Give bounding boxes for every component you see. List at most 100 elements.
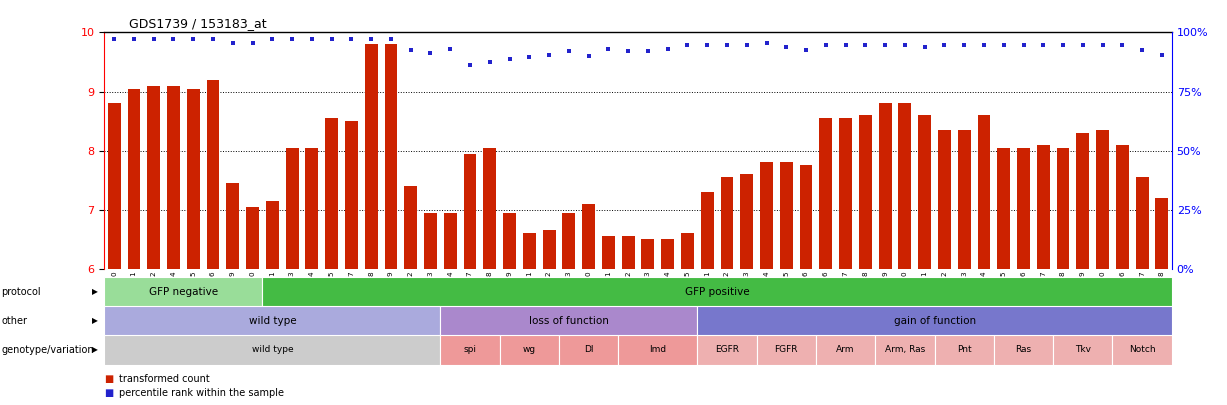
Point bbox=[599, 46, 618, 52]
Point bbox=[223, 40, 243, 46]
Bar bbox=[562, 213, 575, 269]
Point bbox=[499, 56, 519, 62]
Bar bbox=[757, 335, 816, 364]
Bar bbox=[266, 201, 279, 269]
Bar bbox=[839, 118, 852, 269]
Bar bbox=[937, 130, 951, 269]
Bar bbox=[740, 174, 753, 269]
Text: other: other bbox=[1, 316, 27, 326]
Point bbox=[757, 40, 777, 46]
Text: genotype/variation: genotype/variation bbox=[1, 345, 93, 355]
Bar bbox=[128, 89, 140, 269]
Bar bbox=[622, 237, 634, 269]
Point bbox=[677, 42, 697, 49]
Text: ■: ■ bbox=[104, 388, 114, 398]
Bar bbox=[935, 335, 994, 364]
Point bbox=[263, 36, 282, 43]
Bar bbox=[523, 233, 536, 269]
Point bbox=[658, 46, 677, 52]
Bar bbox=[167, 85, 180, 269]
Bar bbox=[542, 230, 556, 269]
Point bbox=[341, 36, 361, 43]
Bar bbox=[503, 213, 517, 269]
Bar bbox=[1076, 133, 1090, 269]
Bar bbox=[226, 183, 239, 269]
Text: transformed count: transformed count bbox=[119, 374, 210, 384]
Point bbox=[460, 62, 480, 68]
Point bbox=[243, 40, 263, 46]
Point bbox=[955, 42, 974, 49]
Point bbox=[382, 36, 401, 43]
Point bbox=[618, 48, 638, 55]
Bar bbox=[661, 239, 674, 269]
Bar bbox=[1115, 145, 1129, 269]
Point bbox=[480, 59, 499, 65]
Point bbox=[638, 48, 658, 55]
Bar bbox=[720, 177, 734, 269]
Bar bbox=[1113, 335, 1172, 364]
Bar bbox=[582, 204, 595, 269]
Bar bbox=[306, 148, 318, 269]
Text: Imd: Imd bbox=[649, 345, 666, 354]
Point bbox=[163, 36, 183, 43]
Bar bbox=[345, 121, 358, 269]
Bar bbox=[404, 186, 417, 269]
Point bbox=[855, 42, 875, 49]
Point bbox=[915, 44, 935, 51]
Text: protocol: protocol bbox=[1, 287, 40, 296]
Text: wild type: wild type bbox=[252, 345, 293, 354]
Point bbox=[204, 36, 223, 43]
Bar bbox=[464, 153, 476, 269]
Bar bbox=[681, 233, 694, 269]
Point bbox=[836, 42, 855, 49]
Point bbox=[935, 42, 955, 49]
Bar bbox=[104, 335, 440, 364]
Text: wg: wg bbox=[523, 345, 536, 354]
Point bbox=[875, 42, 894, 49]
Bar bbox=[760, 162, 773, 269]
Text: ▶: ▶ bbox=[92, 287, 98, 296]
Point bbox=[124, 36, 144, 43]
Point bbox=[1033, 42, 1053, 49]
Point bbox=[994, 42, 1014, 49]
Text: percentile rank within the sample: percentile rank within the sample bbox=[119, 388, 283, 398]
Bar bbox=[697, 306, 1172, 335]
Bar bbox=[642, 239, 654, 269]
Point bbox=[361, 36, 380, 43]
Bar bbox=[1053, 335, 1113, 364]
Bar bbox=[247, 207, 259, 269]
Point bbox=[302, 36, 321, 43]
Point bbox=[104, 36, 124, 43]
Bar bbox=[918, 115, 931, 269]
Point bbox=[777, 44, 796, 51]
Point bbox=[519, 54, 539, 60]
Bar bbox=[444, 213, 456, 269]
Text: GFP positive: GFP positive bbox=[685, 287, 750, 296]
Point bbox=[1152, 51, 1172, 58]
Bar bbox=[325, 118, 339, 269]
Bar bbox=[602, 237, 615, 269]
Bar bbox=[820, 118, 832, 269]
Point bbox=[282, 36, 302, 43]
Text: ▶: ▶ bbox=[92, 316, 98, 325]
Point bbox=[1014, 42, 1033, 49]
Text: Arm: Arm bbox=[837, 345, 855, 354]
Point bbox=[560, 48, 579, 55]
Bar bbox=[263, 277, 1172, 306]
Point bbox=[421, 50, 440, 56]
Text: GFP negative: GFP negative bbox=[148, 287, 218, 296]
Point bbox=[579, 53, 599, 59]
Text: Pnt: Pnt bbox=[957, 345, 972, 354]
Bar bbox=[1136, 177, 1148, 269]
Point bbox=[183, 36, 202, 43]
Bar bbox=[440, 306, 697, 335]
Bar bbox=[697, 335, 757, 364]
Point bbox=[1113, 42, 1133, 49]
Bar bbox=[978, 115, 990, 269]
Point bbox=[1072, 42, 1092, 49]
Point bbox=[1093, 42, 1113, 49]
Bar bbox=[800, 165, 812, 269]
Text: ■: ■ bbox=[104, 374, 114, 384]
Point bbox=[321, 36, 341, 43]
Text: FGFR: FGFR bbox=[774, 345, 798, 354]
